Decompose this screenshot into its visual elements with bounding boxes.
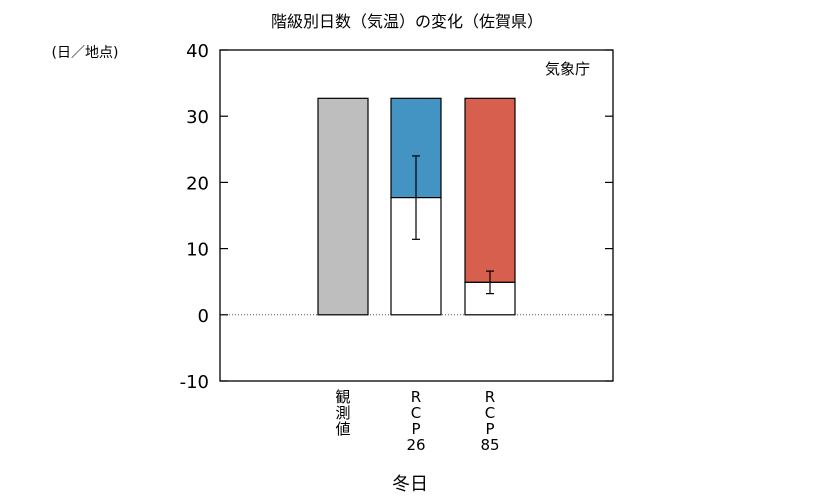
category-label: R <box>485 388 495 406</box>
bar-observed <box>317 97 369 316</box>
category-label: 値 <box>335 420 350 438</box>
credit-label: 気象庁 <box>545 60 590 78</box>
y-unit-label: (日／地点) <box>52 45 119 61</box>
chart-title: 階級別日数（気温）の変化（佐賀県） <box>271 12 543 31</box>
y-tick-label: -10 <box>180 372 209 393</box>
category-label: 測 <box>335 404 350 422</box>
category-label: P <box>411 420 420 438</box>
y-tick-label: 20 <box>186 173 209 194</box>
category-label: C <box>485 404 495 422</box>
y-tick-label: 0 <box>198 306 209 327</box>
bar-change-segment <box>464 97 516 283</box>
category-label: 85 <box>480 436 499 454</box>
category-label: R <box>411 388 421 406</box>
y-tick-label: 30 <box>186 107 209 128</box>
category-label: 26 <box>406 436 425 454</box>
category-label: C <box>411 404 421 422</box>
y-tick-label: 10 <box>186 240 209 261</box>
category-label: 観 <box>335 388 350 406</box>
category-label: P <box>485 420 494 438</box>
y-tick-label: 40 <box>186 41 209 62</box>
x-axis-label: 冬日 <box>392 474 428 495</box>
plot-frame <box>219 49 614 382</box>
